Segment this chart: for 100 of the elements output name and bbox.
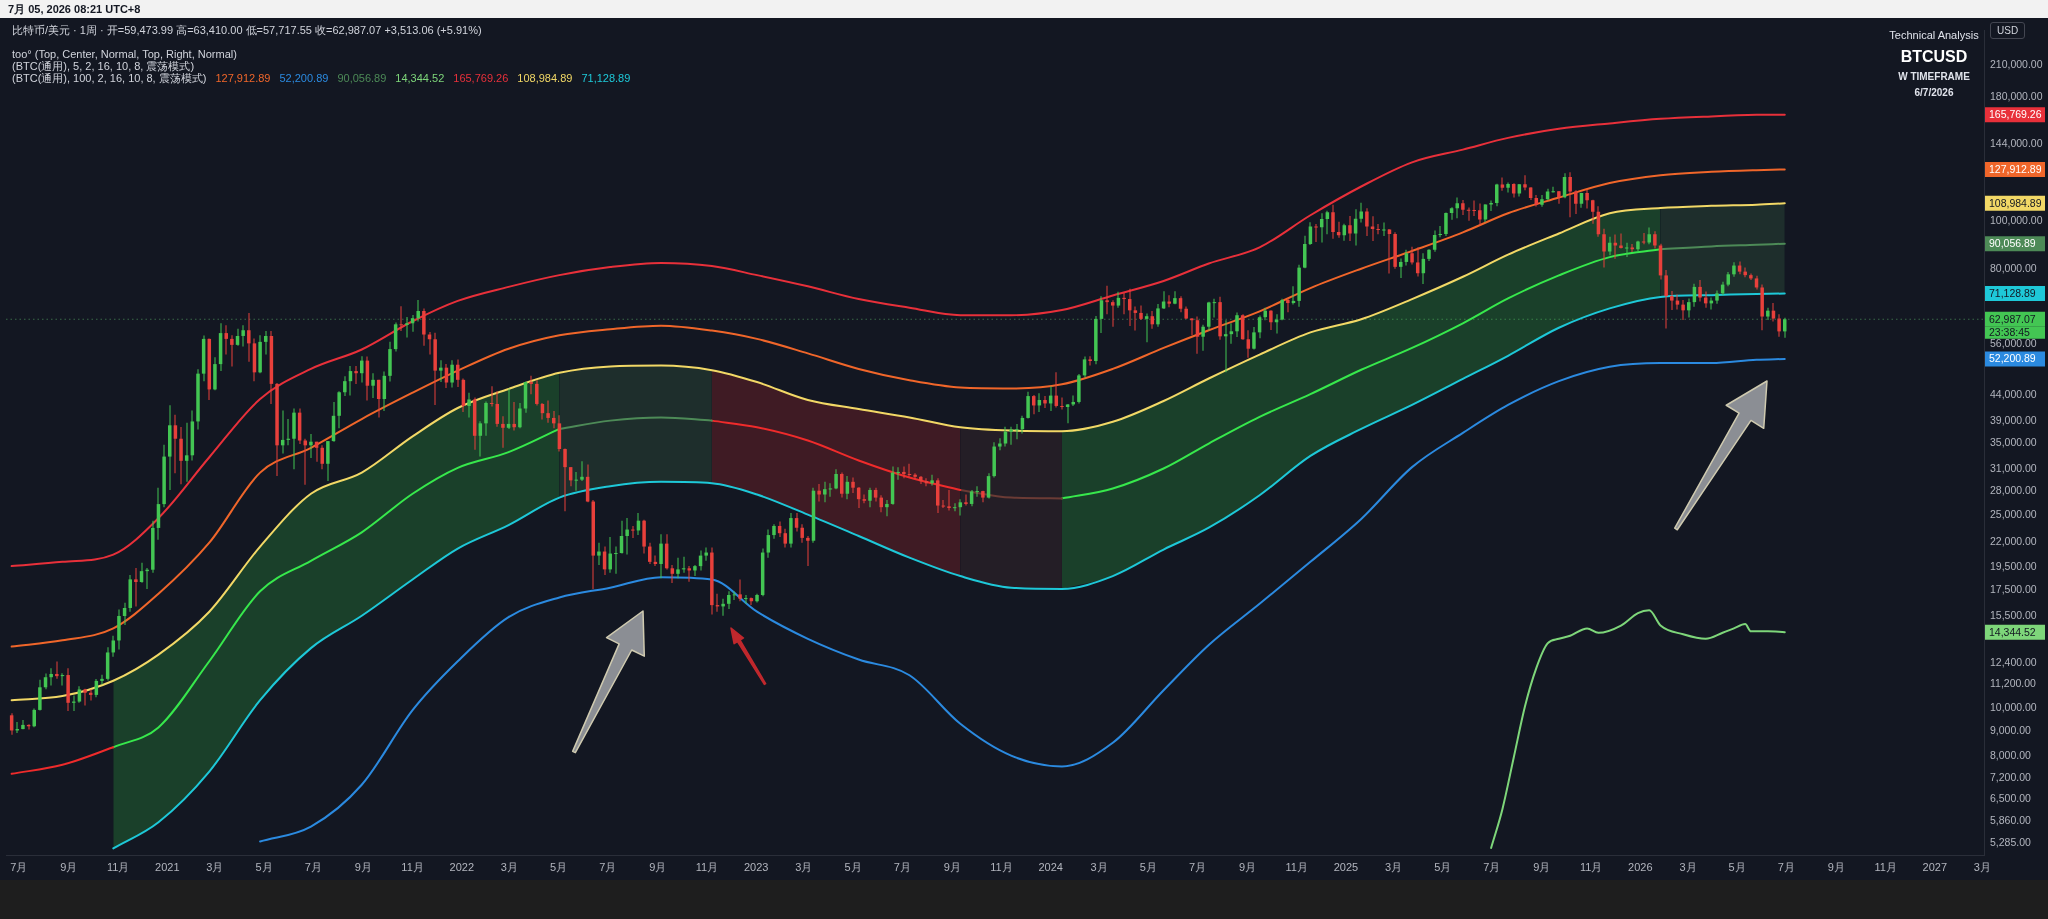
y-tick-label: 9,000.00 <box>1990 723 2032 736</box>
x-tick-label: 9月 <box>354 860 372 873</box>
annotation: 90,056.89 <box>337 71 387 84</box>
annotation: 14,344.52 <box>395 71 445 84</box>
y-tick-label: 11,200.00 <box>1990 677 2037 690</box>
x-tick-label: 2024 <box>1038 860 1063 873</box>
x-tick-label: 5月 <box>1434 860 1452 873</box>
x-tick-label: 9月 <box>1827 860 1845 873</box>
y-tick-label: 7,200.00 <box>1990 770 2032 783</box>
candlestick <box>72 695 76 711</box>
annotation: BTCUSD <box>1900 47 1968 65</box>
annotation: 127,912.89 <box>215 71 271 84</box>
x-tick-label: 11月 <box>401 860 424 873</box>
candlestick <box>1060 397 1064 410</box>
text: 62,987.07 <box>1989 312 2036 325</box>
candlestick <box>614 546 618 574</box>
y-tick-label: 8,000.00 <box>1990 748 2032 761</box>
line-series <box>112 292 1786 850</box>
candlestick <box>1387 229 1392 274</box>
candlestick <box>134 568 138 607</box>
annotation: 比特币/美元 · 1周 · 开=59,473.99 高=63,410.00 低=57,717.55 收=62,987.07 +3,513.06 (+5.91%) <box>12 24 482 36</box>
x-tick-label: 3月 <box>500 860 518 873</box>
candlestick <box>1382 222 1386 236</box>
line-series <box>1490 609 1786 849</box>
line-series <box>259 357 1786 843</box>
x-tick-label: 11月 <box>1874 860 1897 873</box>
x-tick-label: 3月 <box>795 860 813 873</box>
x-tick-label: 5月 <box>550 860 568 873</box>
candlestick <box>1229 323 1234 344</box>
y-tick-label: 80,000.00 <box>1990 261 2037 274</box>
annotation: 108,984.89 <box>517 71 573 84</box>
candlestick <box>501 416 505 448</box>
y-tick-label: 15,500.00 <box>1990 608 2037 621</box>
candlestick <box>1472 200 1476 216</box>
annotation: 6/7/2026 <box>1914 86 1954 98</box>
y-tick-label: 12,400.00 <box>1990 655 2037 668</box>
text: 23:38:45 <box>1989 326 2031 339</box>
annotation: 165,769.26 <box>453 71 509 84</box>
x-tick-label: 5月 <box>255 860 273 873</box>
x-tick-label: 2023 <box>743 860 769 873</box>
y-tick-label: 31,000.00 <box>1990 462 2037 475</box>
x-tick-label: 7月 <box>1188 860 1207 873</box>
text: 7月 05, 2026 08:21 UTC+8 <box>8 3 141 15</box>
y-tick-label: 22,000.00 <box>1990 534 2037 547</box>
candlestick <box>1376 224 1380 235</box>
candlestick <box>1105 285 1109 315</box>
annotation: (BTC(通用), 100, 2, 16, 10, 8, 震荡模式) <box>12 71 207 84</box>
x-tick-label: 5月 <box>844 860 862 873</box>
x-tick-label: 2021 <box>155 860 180 873</box>
x-tick-label: 9月 <box>1533 860 1551 873</box>
y-tick-label: 39,000.00 <box>1990 413 2037 426</box>
annotation: W TIMEFRAME <box>1898 70 1970 82</box>
y-tick-label: 210,000.00 <box>1990 57 2043 70</box>
annotation: Technical Analysis <box>1889 28 1979 41</box>
y-tick-label: 56,000.00 <box>1990 337 2037 350</box>
candlestick <box>806 536 810 567</box>
text: 127,912.89 <box>1989 162 2042 175</box>
x-tick-label: 3月 <box>1973 860 1991 873</box>
y-tick-label: 35,000.00 <box>1990 436 2037 449</box>
x-tick-label: 11月 <box>1579 860 1603 873</box>
text: 108,984.89 <box>1989 196 2042 209</box>
line-series <box>10 113 1786 568</box>
x-tick-label: 9月 <box>60 860 78 873</box>
candlestick <box>896 467 900 480</box>
annotation: 52,200.89 <box>279 71 329 84</box>
y-tick-label: 17,500.00 <box>1990 582 2037 595</box>
x-tick-label: 2022 <box>449 860 475 873</box>
text: 14,344.52 <box>1989 625 2036 638</box>
x-tick-label: 11月 <box>990 860 1013 873</box>
x-tick-label: 2025 <box>1333 860 1359 873</box>
y-tick-label: 28,000.00 <box>1990 483 2037 496</box>
x-tick-label: 3月 <box>1384 860 1403 873</box>
y-axis-title: USD <box>1990 22 2026 39</box>
x-tick-label: 3月 <box>206 860 224 873</box>
candlestick <box>512 401 516 431</box>
candlestick <box>631 525 635 538</box>
line-series <box>10 168 1786 648</box>
x-tick-label: 5月 <box>1139 860 1157 873</box>
line-series <box>10 202 1786 702</box>
x-tick-label: 9月 <box>649 860 667 873</box>
x-tick-label: 9月 <box>1238 860 1257 873</box>
x-tick-label: 2026 <box>1628 860 1653 873</box>
x-tick-label: 5月 <box>1728 860 1746 873</box>
y-tick-label: 100,000.00 <box>1990 214 2043 227</box>
candlestick <box>1314 224 1318 242</box>
y-tick-label: 10,000.00 <box>1990 701 2037 714</box>
y-tick-label: 5,285.00 <box>1990 836 2032 849</box>
x-tick-label: 9月 <box>943 860 961 873</box>
x-tick-label: 3月 <box>1090 860 1108 873</box>
y-tick-label: 25,000.00 <box>1990 507 2037 520</box>
annotation: 71,128.89 <box>581 71 631 84</box>
x-tick-label: 11月 <box>695 860 719 873</box>
y-tick-label: 180,000.00 <box>1990 90 2043 103</box>
x-tick-label: 11月 <box>106 860 130 873</box>
text: 90,056.89 <box>1989 237 2036 250</box>
y-tick-label: 6,500.00 <box>1990 792 2032 805</box>
candlestick <box>1122 293 1126 315</box>
y-tick-label: 5,860.00 <box>1990 814 2032 827</box>
x-tick-label: 7月 <box>1777 860 1795 873</box>
candlestick <box>184 422 189 482</box>
